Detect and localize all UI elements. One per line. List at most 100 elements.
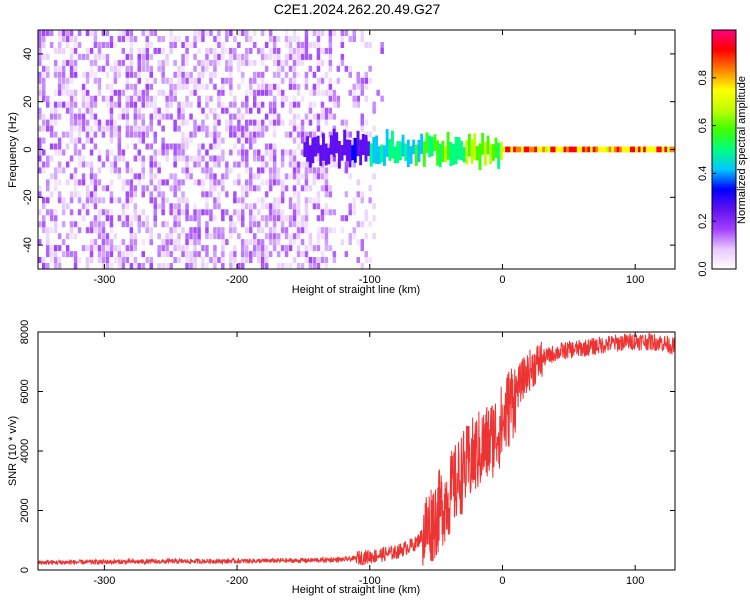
spectrogram-cell [292,185,297,192]
spectrogram-cell [292,137,297,144]
spectrogram-cell [328,42,333,48]
spectrogram-signal-cell [627,146,631,153]
spectrogram-signal-cell [486,135,490,155]
spectrogram-cell [300,227,305,234]
spectrogram-cell [46,119,50,126]
spectrogram-cell [312,89,317,96]
spectrogram-cell [105,83,110,90]
spectrogram-cell [328,65,333,72]
spectrogram-cell [109,215,114,222]
spectrogram-cell [65,77,70,84]
spectrogram-signal-cell [311,137,315,164]
spectrogram-cell [241,263,245,269]
spectrogram-cell [69,30,74,36]
colorbar-ticks: 0.00.20.40.60.8 [697,70,716,277]
spectrogram-cell [241,197,245,204]
spectrogram-cell [57,137,62,144]
spectrogram-cell [280,179,285,186]
spectrogram-cell [105,42,110,48]
spectrogram-cell [173,221,177,228]
spectrogram-cell [296,59,301,66]
spectrogram-cell [181,113,185,120]
spectrogram-cell [42,77,46,84]
spectrogram-cell [185,257,189,263]
spectrogram-cell [157,191,161,198]
spectrogram-cell [93,203,98,210]
spectrogram-signal-cell [542,146,546,153]
spectrogram-cell [276,167,281,174]
spectrogram-cell [73,179,78,186]
spectrogram-cell [137,137,141,144]
spectrogram-cell [356,101,360,108]
spectrogram-cell [46,233,50,240]
spectrogram-cell [141,209,145,216]
spectrogram-cell [201,185,205,192]
spectrogram-cell [352,227,356,234]
spectrogram-cell [260,167,265,174]
spectrogram-cell [300,149,305,156]
spectrogram-cell [85,77,90,84]
spectrogram-signal-cell [563,146,567,153]
spectrogram-cell [137,227,141,234]
spectrogram-cell [129,185,134,192]
spectrogram-cell [352,203,356,210]
spectrogram-cell [296,36,301,42]
spectrogram-cell [245,227,249,234]
spectrogram-cell [149,53,153,60]
spectrogram-cell [113,125,118,132]
spectrogram-cell [169,47,173,54]
spectrogram-cell [117,155,122,162]
x-tick-label: 100 [626,274,644,286]
spectrogram-cell [312,263,317,269]
spectrogram-cell [129,197,134,204]
spectrogram-cell [129,59,134,66]
spectrogram-cell [268,149,273,156]
spectrogram-cell [173,191,177,198]
spectrogram-cell [316,36,321,42]
spectrogram-cell [308,42,313,48]
spectrogram-cell [65,59,70,66]
spectrogram-cell [348,36,352,42]
spectrogram-cell [149,101,153,108]
spectrogram-cell [264,251,269,258]
spectrogram-cell [324,185,329,192]
spectrogram-cell [209,173,213,180]
spectrogram-cell [181,137,185,144]
spectrogram-cell [213,215,217,222]
spectrogram-cell [257,149,261,156]
spectrogram-cell [46,161,50,168]
spectrogram-cell [49,215,54,222]
spectrogram-cell [336,95,341,102]
spectrogram-cell [117,65,122,72]
spectrogram-cell [300,95,305,102]
spectrogram-cell [185,209,189,216]
spectrogram-cell [328,83,333,90]
spectrogram-cell [221,173,225,180]
spectrogram-cell [73,143,78,150]
spectrogram-cell [213,203,217,210]
spectrogram-cell [193,131,197,138]
spectrogram-cell [161,143,165,150]
spectrogram-cell [181,101,185,108]
spectrogram-cell [380,42,384,48]
spectrogram-cell [42,221,46,228]
spectrogram-cell [113,245,118,252]
spectrogram-cell [352,36,356,42]
spectrogram-cell [81,245,86,252]
spectrogram-cell [229,30,233,36]
spectrogram-cell [193,42,197,48]
spectrogram-cell [364,42,368,48]
spectrogram-cell [85,125,90,132]
spectrogram-signal-cell [587,146,591,153]
spectrogram-cell [272,149,277,156]
spectrogram-cell [46,95,50,102]
spectrogram-signal-cell [598,146,601,153]
spectrogram-cell [125,119,130,126]
spectrogram-cell [77,131,82,138]
spectrogram-cell [53,179,58,186]
spectrogram-cell [177,197,181,204]
spectrogram-cell [197,125,201,132]
spectrogram-cell [145,227,149,234]
